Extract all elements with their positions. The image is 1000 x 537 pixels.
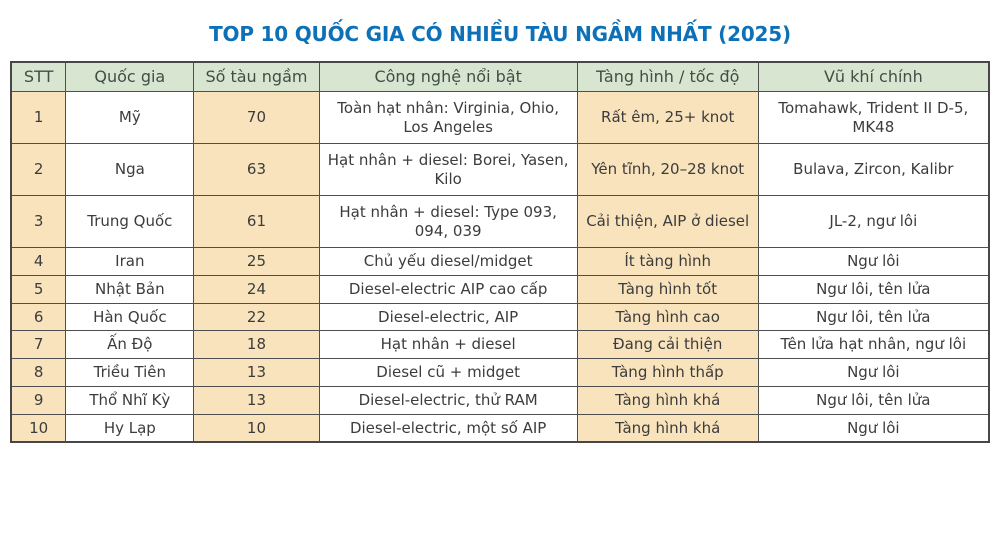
col-header-country: Quốc gia (65, 61, 195, 92)
table-row: 10 Hy Lạp 10 Diesel-electric, một số AIP… (10, 413, 990, 443)
cell-country: Thổ Nhĩ Kỳ (65, 385, 195, 415)
cell-stt: 10 (10, 413, 67, 443)
col-header-weapons: Vũ khí chính (757, 61, 990, 92)
cell-country: Mỹ (65, 91, 195, 144)
table-row: 2 Nga 63 Hạt nhân + diesel: Borei, Yasen… (10, 143, 990, 196)
cell-stealth: Tàng hình thấp (576, 358, 759, 387)
cell-count: 22 (193, 302, 320, 332)
cell-country: Trung Quốc (65, 195, 195, 248)
cell-stealth: Rất êm, 25+ knot (576, 91, 759, 144)
col-header-count: Số tàu ngầm (193, 61, 320, 92)
table-row: 8 Triều Tiên 13 Diesel cũ + midget Tàng … (10, 358, 990, 387)
cell-count: 13 (193, 358, 320, 387)
cell-tech: Toàn hạt nhân: Virginia, Ohio, Los Angel… (318, 91, 578, 144)
cell-country: Ấn Độ (65, 330, 195, 359)
table-row: 9 Thổ Nhĩ Kỳ 13 Diesel-electric, thử RAM… (10, 385, 990, 415)
cell-tech: Diesel-electric, AIP (318, 302, 578, 332)
cell-weapons: Tomahawk, Trident II D-5, MK48 (757, 91, 990, 144)
cell-tech: Diesel-electric, thử RAM (318, 385, 578, 415)
cell-count: 24 (193, 274, 320, 304)
cell-tech: Diesel-electric AIP cao cấp (318, 274, 578, 304)
cell-stt: 9 (10, 385, 67, 415)
table-row: 5 Nhật Bản 24 Diesel-electric AIP cao cấ… (10, 274, 990, 304)
cell-tech: Chủ yếu diesel/midget (318, 247, 578, 276)
col-header-stt: STT (10, 61, 67, 92)
cell-stt: 8 (10, 358, 67, 387)
cell-weapons: Ngư lôi (757, 413, 990, 443)
cell-stt: 6 (10, 302, 67, 332)
table-row: 1 Mỹ 70 Toàn hạt nhân: Virginia, Ohio, L… (10, 91, 990, 144)
cell-weapons: Ngư lôi, tên lửa (757, 274, 990, 304)
cell-tech: Hạt nhân + diesel: Borei, Yasen, Kilo (318, 143, 578, 196)
cell-count: 18 (193, 330, 320, 359)
cell-country: Hàn Quốc (65, 302, 195, 332)
cell-stealth: Tàng hình khá (576, 385, 759, 415)
cell-count: 61 (193, 195, 320, 248)
cell-count: 25 (193, 247, 320, 276)
cell-stealth: Tàng hình cao (576, 302, 759, 332)
cell-country: Nga (65, 143, 195, 196)
cell-weapons: Ngư lôi, tên lửa (757, 385, 990, 415)
cell-weapons: Ngư lôi (757, 358, 990, 387)
cell-count: 70 (193, 91, 320, 144)
cell-stealth: Ít tàng hình (576, 247, 759, 276)
table-row: 7 Ấn Độ 18 Hạt nhân + diesel Đang cải th… (10, 330, 990, 359)
cell-count: 63 (193, 143, 320, 196)
cell-stealth: Đang cải thiện (576, 330, 759, 359)
cell-weapons: Ngư lôi (757, 247, 990, 276)
cell-stealth: Tàng hình khá (576, 413, 759, 443)
table-row: 3 Trung Quốc 61 Hạt nhân + diesel: Type … (10, 195, 990, 248)
cell-stealth: Yên tĩnh, 20–28 knot (576, 143, 759, 196)
cell-count: 13 (193, 385, 320, 415)
cell-stt: 5 (10, 274, 67, 304)
cell-count: 10 (193, 413, 320, 443)
col-header-tech: Công nghệ nổi bật (318, 61, 578, 92)
cell-stt: 1 (10, 91, 67, 144)
table-row: 6 Hàn Quốc 22 Diesel-electric, AIP Tàng … (10, 302, 990, 332)
cell-stt: 7 (10, 330, 67, 359)
cell-tech: Diesel-electric, một số AIP (318, 413, 578, 443)
page-title: TOP 10 QUỐC GIA CÓ NHIỀU TÀU NGẦM NHẤT (… (209, 22, 791, 46)
cell-stt: 4 (10, 247, 67, 276)
cell-tech: Hạt nhân + diesel (318, 330, 578, 359)
cell-tech: Diesel cũ + midget (318, 358, 578, 387)
cell-stealth: Cải thiện, AIP ở diesel (576, 195, 759, 248)
cell-country: Nhật Bản (65, 274, 195, 304)
table-header-row: STT Quốc gia Số tàu ngầm Công nghệ nổi b… (10, 61, 990, 92)
cell-country: Iran (65, 247, 195, 276)
cell-tech: Hạt nhân + diesel: Type 093, 094, 039 (318, 195, 578, 248)
cell-weapons: Ngư lôi, tên lửa (757, 302, 990, 332)
cell-weapons: JL-2, ngư lôi (757, 195, 990, 248)
table-row: 4 Iran 25 Chủ yếu diesel/midget Ít tàng … (10, 247, 990, 276)
submarine-ranking-table: STT Quốc gia Số tàu ngầm Công nghệ nổi b… (10, 61, 990, 444)
col-header-stealth: Tàng hình / tốc độ (576, 61, 759, 92)
cell-stt: 3 (10, 195, 67, 248)
cell-weapons: Bulava, Zircon, Kalibr (757, 143, 990, 196)
cell-country: Hy Lạp (65, 413, 195, 443)
cell-stealth: Tàng hình tốt (576, 274, 759, 304)
cell-stt: 2 (10, 143, 67, 196)
cell-country: Triều Tiên (65, 358, 195, 387)
cell-weapons: Tên lửa hạt nhân, ngư lôi (757, 330, 990, 359)
